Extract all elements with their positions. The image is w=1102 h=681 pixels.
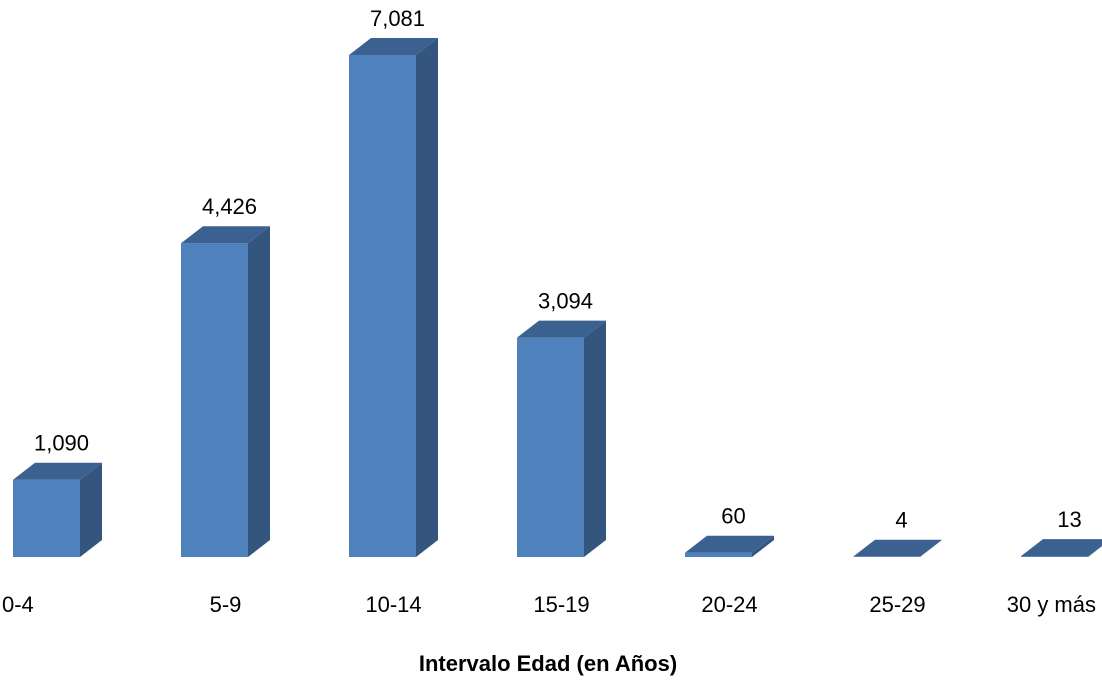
value-label: 60: [721, 504, 745, 529]
x-axis-label: Intervalo Edad (en Años): [419, 651, 677, 676]
bar-20-24: [685, 535, 774, 557]
category-label: 0-4: [2, 592, 34, 617]
bar-10-14: [349, 38, 438, 557]
value-label: 4,426: [202, 194, 257, 219]
bar-side-face: [584, 320, 606, 557]
category-label: 5-9: [210, 592, 242, 617]
category-label: 10-14: [365, 592, 421, 617]
bar-side-face: [752, 535, 774, 557]
bar-front-face: [349, 55, 416, 557]
bar-25-29: [853, 539, 942, 557]
bar-side-face: [416, 38, 438, 557]
value-label: 13: [1057, 507, 1081, 532]
bar-side-face: [1088, 545, 1102, 557]
bar-front-face: [517, 337, 584, 557]
bar-top-face: [1021, 539, 1102, 557]
category-label: 25-29: [869, 592, 925, 617]
bar-top-face: [349, 38, 438, 55]
bar-front-face: [1021, 556, 1088, 557]
bar-top-face: [853, 539, 942, 557]
value-label: 4: [895, 508, 907, 533]
bar-top-face: [13, 462, 102, 480]
category-label: 30 y más: [1007, 592, 1096, 617]
category-label: 15-19: [533, 592, 589, 617]
bar-30-y-más: [1021, 539, 1102, 557]
bar-0-4: [13, 462, 102, 557]
value-labels-group: 1,090 4,426 7,081 3,094 60 4 13: [34, 6, 1082, 533]
category-labels-group: 0-4 5-9 10-14 15-19 20-24 25-29 30 y más: [2, 592, 1096, 617]
bar-top-face: [517, 320, 606, 338]
bar-front-face: [13, 479, 80, 557]
category-label: 20-24: [701, 592, 757, 617]
bar-side-face: [80, 462, 102, 557]
bar-side-face: [248, 226, 270, 557]
value-label: 7,081: [370, 6, 425, 31]
value-label: 1,090: [34, 431, 89, 456]
bar-15-19: [517, 320, 606, 557]
bar-side-face: [920, 539, 942, 557]
bar-top-face: [685, 535, 774, 553]
bar-front-face: [181, 243, 248, 557]
bars-group: [13, 38, 1102, 557]
bar-5-9: [181, 226, 270, 557]
bar-front-face: [685, 552, 752, 557]
value-label: 3,094: [538, 289, 593, 314]
bar-top-face: [181, 226, 270, 244]
